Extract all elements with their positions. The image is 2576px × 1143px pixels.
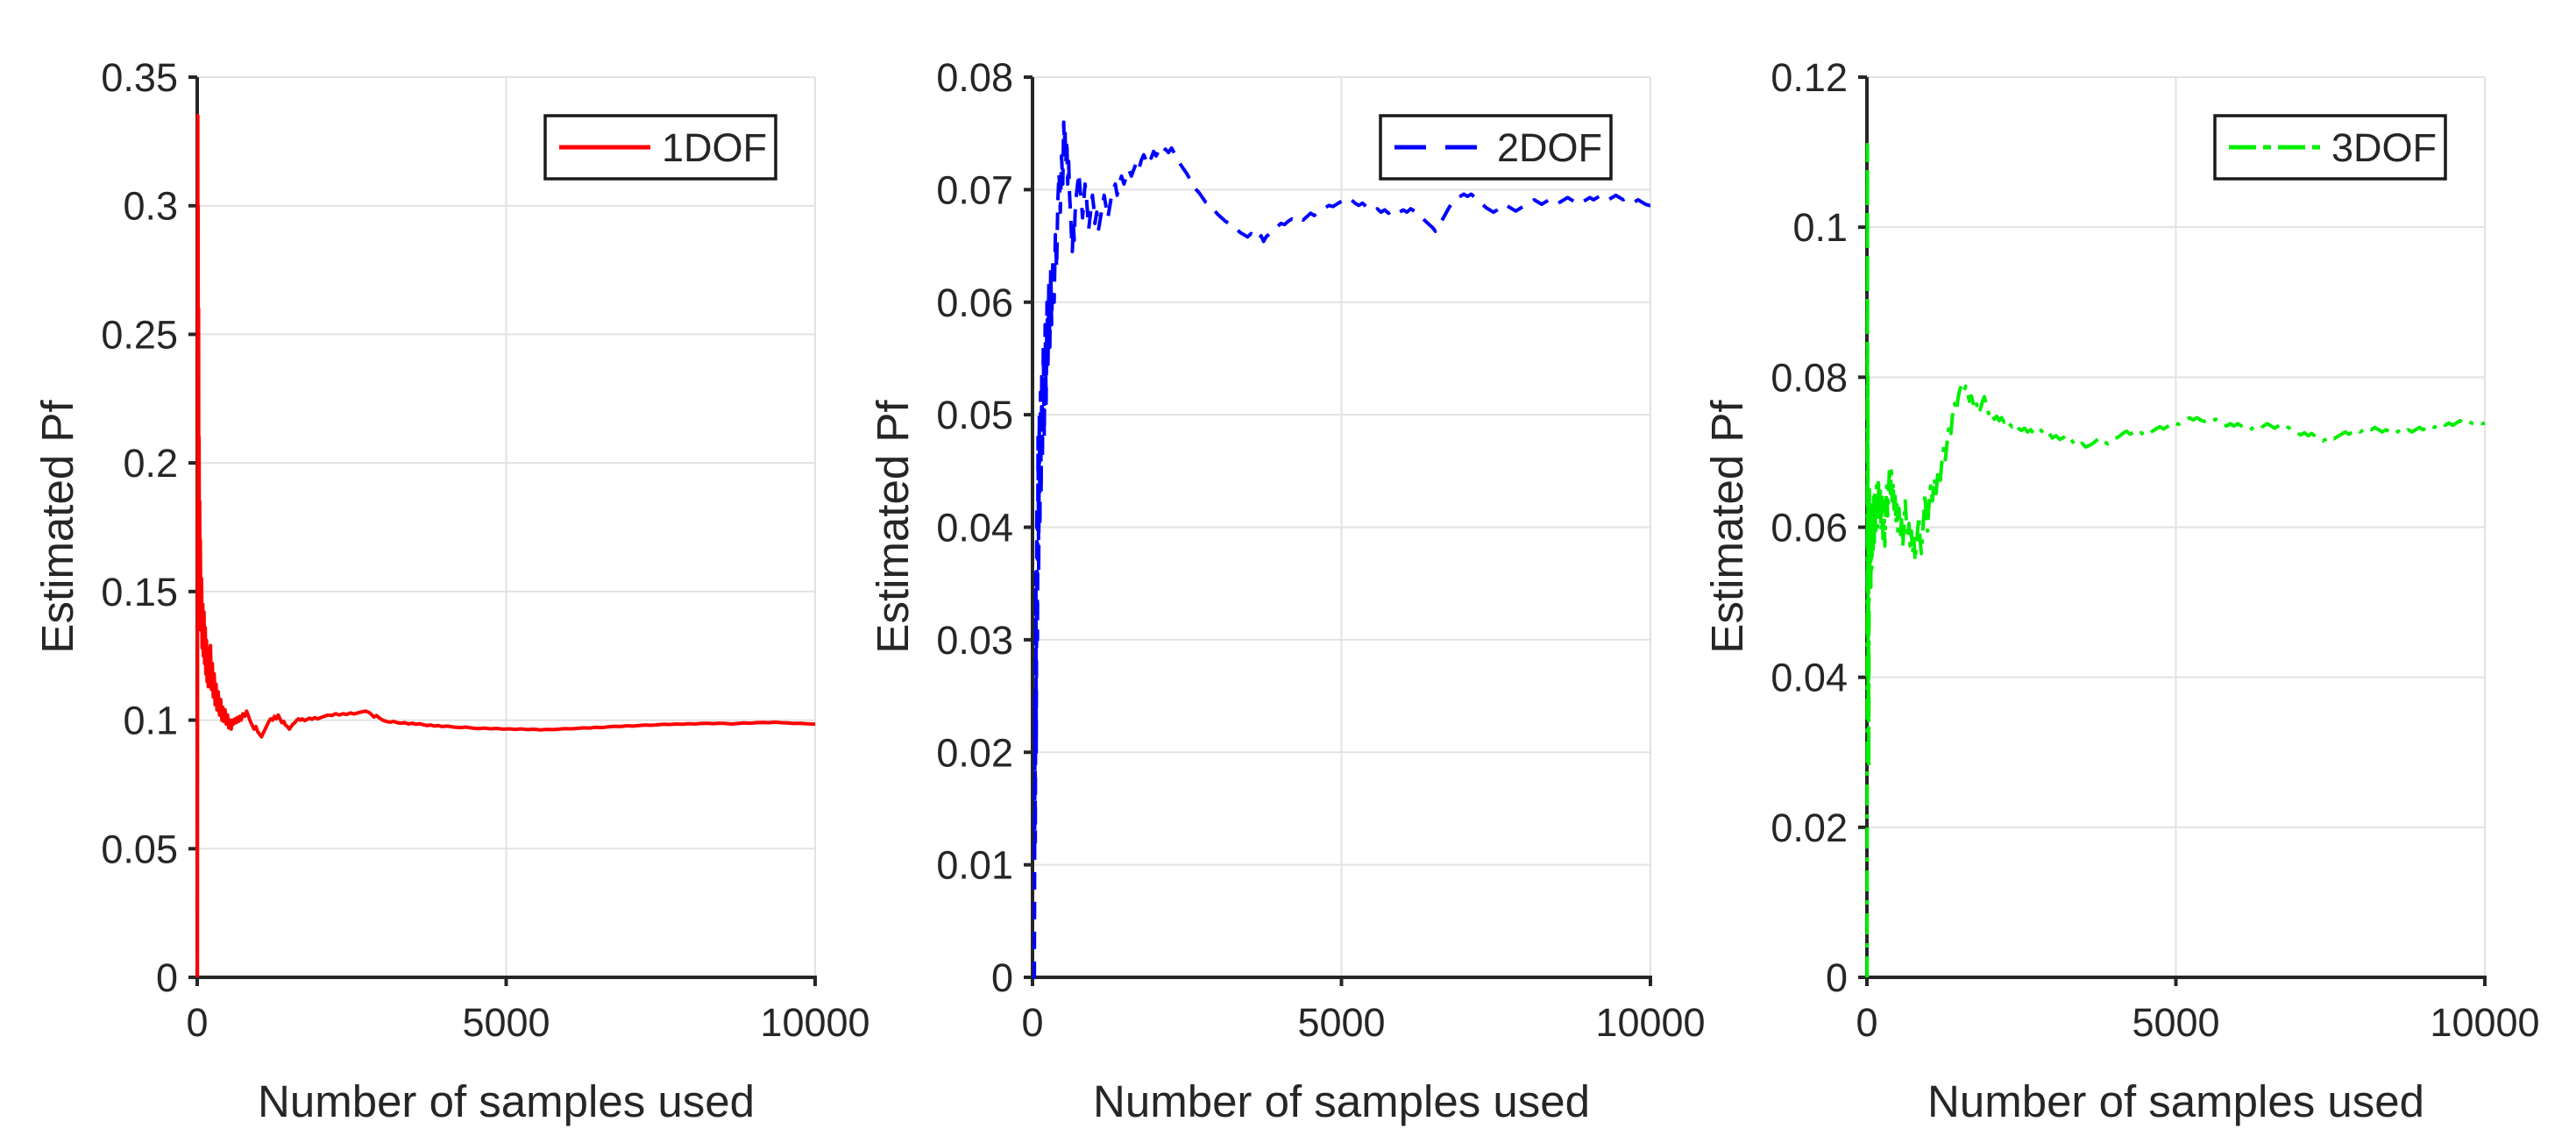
y-tick-label: 0.03 xyxy=(936,618,1013,663)
plot-area-2dof: 0 0.01 0.02 0.03 0.04 0.05 0.06 0.07 0.08 0 5000 10… xyxy=(936,55,1705,1045)
y-axis-label-1dof: Estimated Pf xyxy=(32,400,82,654)
x-tick-label: 0 xyxy=(1856,1000,1877,1045)
y-axis-label-2dof: Estimated Pf xyxy=(868,400,918,654)
y-tick-label: 0.08 xyxy=(936,55,1013,100)
plot-area-3dof: 0 0.02 0.04 0.06 0.08 0.1 0.12 0 5000 10000 3DOF xyxy=(1771,55,2539,1045)
y-tick-label: 0.2 xyxy=(123,441,178,486)
legend-label: 3DOF xyxy=(2331,125,2437,170)
plot-area-1dof: 0 0.05 0.1 0.15 0.2 0.25 0.3 0.35 0 5000 10000 1DOF xyxy=(101,55,869,1045)
y-tick-label: 0.3 xyxy=(123,184,178,229)
y-tick-label: 0.01 xyxy=(936,843,1013,888)
legend-label: 1DOF xyxy=(662,125,767,170)
y-tick-label: 0.02 xyxy=(936,730,1013,775)
x-tick-label: 10000 xyxy=(1595,1000,1705,1045)
y-axis-label-3dof: Estimated Pf xyxy=(1702,400,1752,654)
y-tick-label: 0.12 xyxy=(1771,55,1848,100)
y-tick-label: 0.06 xyxy=(936,280,1013,325)
y-tick-label: 0.1 xyxy=(123,699,178,743)
y-tick-label: 0.04 xyxy=(1771,656,1848,700)
y-tick-label: 0.35 xyxy=(101,55,178,100)
x-tick-label: 0 xyxy=(186,1000,208,1045)
y-tick-label: 0.05 xyxy=(101,827,178,871)
y-tick-label: 0 xyxy=(156,955,178,1000)
y-tick-label: 0.08 xyxy=(1771,355,1848,400)
y-tick-label: 0.05 xyxy=(936,393,1013,437)
y-tick-label: 0 xyxy=(1826,955,1848,1000)
y-tick-label: 0.02 xyxy=(1771,806,1848,850)
x-tick-label: 5000 xyxy=(1297,1000,1385,1045)
y-tick-label: 0 xyxy=(991,955,1013,1000)
x-tick-label: 10000 xyxy=(760,1000,869,1045)
y-tick-label: 0.04 xyxy=(936,506,1013,550)
x-tick-label: 5000 xyxy=(2132,1000,2219,1045)
legend-label: 2DOF xyxy=(1497,125,1602,170)
x-axis-label-2dof: Number of samples used xyxy=(1093,1076,1590,1126)
y-tick-label: 0.07 xyxy=(936,167,1013,212)
x-axis-label-3dof: Number of samples used xyxy=(1927,1076,2424,1126)
x-tick-label: 5000 xyxy=(462,1000,550,1045)
x-tick-label: 0 xyxy=(1021,1000,1043,1045)
y-tick-label: 0.06 xyxy=(1771,506,1848,550)
x-axis-label-1dof: Number of samples used xyxy=(258,1076,755,1126)
y-tick-label: 0.25 xyxy=(101,312,178,357)
y-tick-label: 0.1 xyxy=(1792,205,1848,250)
y-tick-label: 0.15 xyxy=(101,570,178,614)
series-line-3dof xyxy=(1865,143,2486,978)
series-line-2dof xyxy=(1033,120,1651,979)
series-line-1dof xyxy=(195,114,816,978)
x-tick-label: 10000 xyxy=(2430,1000,2539,1045)
